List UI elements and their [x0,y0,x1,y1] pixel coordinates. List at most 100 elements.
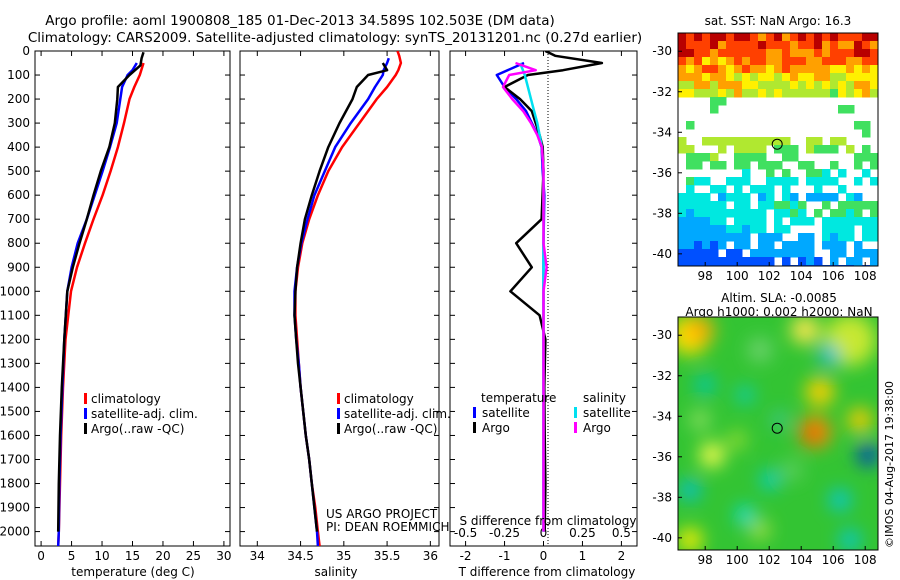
sst-map-cell [726,41,735,50]
sst-map-cell [686,49,695,58]
sst-map-cell [774,137,783,146]
sst-map-cell [862,33,871,42]
sst-map-cell [782,177,791,186]
sst-map-cell [678,41,687,50]
sst-map-cell [854,257,863,266]
sst-map-cell [830,233,839,242]
sst-map-cell [854,65,863,74]
sst-map-cell [870,161,878,170]
y-tick-label: 900 [7,260,30,274]
sst-map-cell [846,201,855,210]
sst-map-cell [790,81,799,90]
sst-map-cell [790,57,799,66]
sst-map-frame [677,32,879,267]
sst-map-cell [854,193,863,202]
sst-map-cell [798,89,807,98]
sst-map-cell [806,169,815,178]
sst-map-cell [830,177,839,186]
sst-map-cell [790,49,799,58]
sst-map-cell [830,241,839,250]
sst-map-cell [710,241,719,250]
sst-map-cell [702,257,711,266]
x-tick-label: 34 [250,549,265,563]
sst-map-cell [870,33,878,42]
sst-map-cell [782,169,791,178]
sst-map-cell [710,73,719,82]
sst-map-cell [798,57,807,66]
sst-map-cell [806,177,815,186]
s-difference-label: S difference from climatology [460,514,637,528]
sst-map-cell [734,249,743,258]
map-x-tick-label: 100 [726,269,749,283]
sst-map-cell [726,193,735,202]
sst-map-cell [702,193,711,202]
sst-map-cell [854,177,863,186]
sst-map-cell [862,217,871,226]
sst-map-cell [822,33,831,42]
sst-map-cell [774,89,783,98]
sst-map-cell [734,161,743,170]
x-tick-label: -1 [499,549,511,563]
sst-map-cell [758,153,767,162]
sst-map-cell [782,153,791,162]
sst-map-cell [758,57,767,66]
sst-map-cell [742,241,751,250]
sst-map-cell [862,201,871,210]
sst-map-cell [710,201,719,210]
sst-map-cell [710,249,719,258]
sst-map-cell [806,41,815,50]
sst-map-cell [774,33,783,42]
sst-map-cell [686,257,695,266]
sst-map-cell [750,249,759,258]
sst-map-cell [702,177,711,186]
sst-map-cell [870,49,878,58]
sst-map-cell [782,41,791,50]
sst-map-cell [766,57,775,66]
sst-map-cell [782,225,791,234]
sst-map-cell [790,145,799,154]
sst-map-cell [838,73,847,82]
sst-map-cell [790,209,799,218]
sst-map-cell [718,41,727,50]
sst-map-cell [694,233,703,242]
sst-map-cell [854,41,863,50]
y-tick-label: 300 [7,116,30,130]
sst-map-cell [838,233,847,242]
sst-map-cell [710,233,719,242]
sst-map-cell [750,185,759,194]
sst-map-cell [758,257,767,266]
x-tick-label: 5 [68,549,76,563]
x2-tick-label: -0.25 [489,526,520,540]
sst-map-cell [694,65,703,74]
sst-map-cell [734,233,743,242]
sst-map-cell [718,257,727,266]
sst-map-cell [790,201,799,210]
sst-map-cell [790,33,799,42]
x-tick-label: 35 [336,549,351,563]
sst-map-cell [702,65,711,74]
legend-swatch-satellite [337,408,340,419]
sst-map-cell [782,249,791,258]
sst-map-cell [830,73,839,82]
y-tick-label: 200 [7,92,30,106]
sst-map-cell [702,249,711,258]
sst-map-cell [718,145,727,154]
sst-map-cell [766,161,775,170]
sst-map-cell [846,105,855,114]
sst-map-cell [702,33,711,42]
sst-map-cell [782,209,791,218]
sst-map-cell [686,233,695,242]
sst-map-cell [774,41,783,50]
sst-map-cell [782,145,791,154]
legend-label-climatology: climatology [91,392,161,406]
sst-map-cell [734,57,743,66]
map-x-tick-label: 102 [758,269,781,283]
sst-map-cell [678,57,687,66]
sst-map-cell [718,241,727,250]
sst-map-cell [734,89,743,98]
map-x-tick-label: 102 [758,553,781,567]
sst-map-cell [822,49,831,58]
sst-map-cell [862,153,871,162]
sst-map-cell [758,81,767,90]
sst-map-cell [686,241,695,250]
